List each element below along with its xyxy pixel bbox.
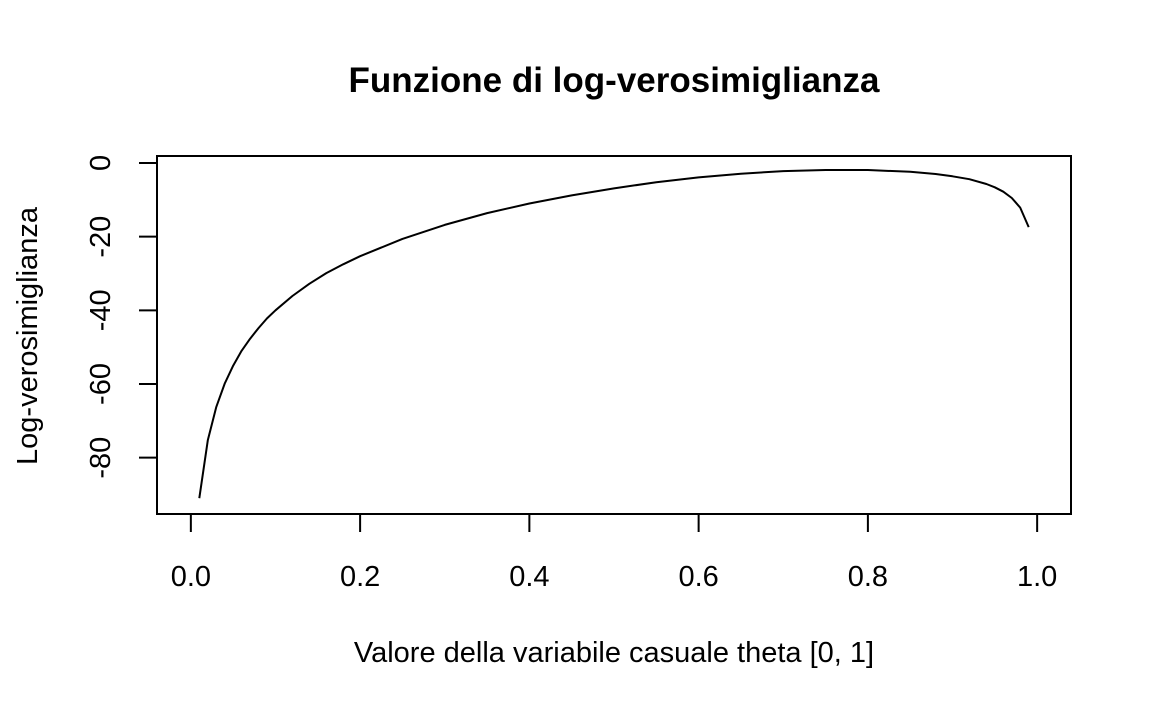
y-tick-label: -20 bbox=[85, 216, 117, 258]
x-tick-label: 0.2 bbox=[340, 561, 380, 593]
log-likelihood-line bbox=[198, 169, 1030, 499]
x-tick-label: 0.8 bbox=[848, 561, 888, 593]
y-axis: 0 -20 -40 -60 -80 bbox=[85, 155, 158, 479]
y-tick-label: -40 bbox=[85, 289, 117, 331]
y-tick-label: -60 bbox=[85, 363, 117, 405]
y-axis-label: Log-verosimiglianza bbox=[12, 206, 44, 465]
plot-frame bbox=[156, 155, 1072, 515]
x-tick-label: 0.6 bbox=[678, 561, 718, 593]
chart-title: Funzione di log-verosimiglianza bbox=[349, 61, 880, 100]
y-tick-label: 0 bbox=[85, 155, 117, 171]
x-axis: 0.0 0.2 0.4 0.6 0.8 1.0 bbox=[171, 513, 1057, 593]
series-group bbox=[198, 169, 1030, 499]
x-tick-label: 1.0 bbox=[1017, 561, 1057, 593]
x-tick-label: 0.4 bbox=[509, 561, 549, 593]
x-axis-label: Valore della variabile casuale theta [0,… bbox=[354, 637, 874, 669]
x-tick-label: 0.0 bbox=[171, 561, 211, 593]
y-tick-label: -80 bbox=[85, 437, 117, 479]
